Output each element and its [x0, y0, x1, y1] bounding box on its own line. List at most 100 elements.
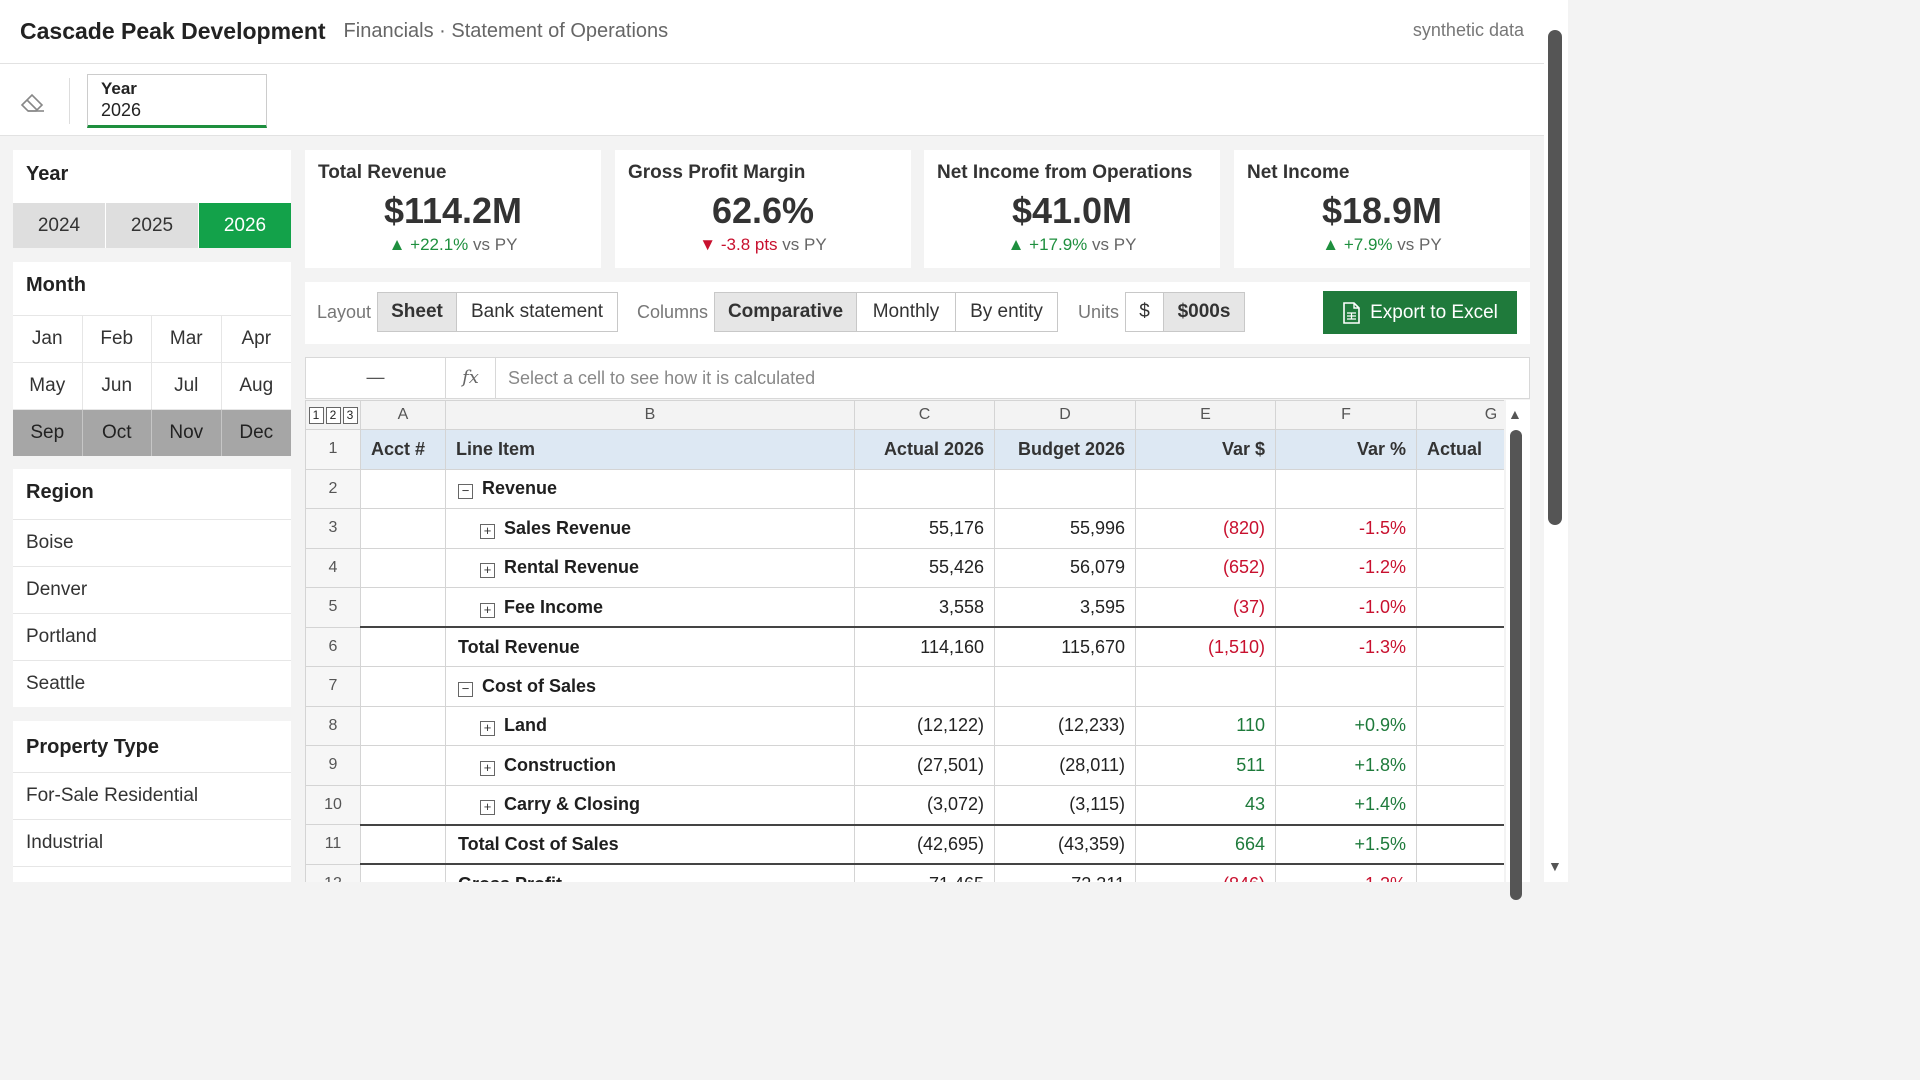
column-letter-d[interactable]: D — [994, 400, 1136, 430]
header-var-percent[interactable]: Var % — [1275, 429, 1417, 470]
var-percent-cell[interactable] — [1275, 468, 1417, 509]
export-to-excel-button[interactable]: Export to Excel — [1323, 291, 1517, 334]
column-letter-f[interactable]: F — [1275, 400, 1417, 430]
acct-cell[interactable] — [360, 863, 446, 882]
expand-icon[interactable]: + — [480, 523, 495, 539]
actual-prior-cell[interactable]: (31 — [1416, 823, 1504, 865]
var-dollars-cell[interactable]: (820) — [1135, 508, 1276, 549]
collapse-icon[interactable]: − — [458, 681, 473, 697]
line-item-cell[interactable]: + Sales Revenue — [445, 508, 855, 549]
header-actual-2026[interactable]: Actual 2026 — [854, 429, 995, 470]
region-item-portland[interactable]: Portland — [13, 613, 291, 660]
actual-prior-cell[interactable] — [1416, 468, 1504, 509]
header-line-item[interactable]: Line Item — [445, 429, 855, 470]
layout-sheet-button[interactable]: Sheet — [377, 292, 457, 332]
var-dollars-cell[interactable]: (846) — [1135, 863, 1276, 882]
acct-cell[interactable] — [360, 745, 446, 786]
acct-cell[interactable] — [360, 784, 446, 825]
layout-bank-statement-button[interactable]: Bank statement — [456, 292, 618, 332]
actual-prior-cell[interactable]: (20 — [1416, 745, 1504, 786]
actual-prior-cell[interactable]: 47 — [1416, 547, 1504, 588]
actual-2026-cell[interactable]: 3,558 — [854, 587, 995, 628]
budget-2026-cell[interactable]: (28,011) — [994, 745, 1136, 786]
var-percent-cell[interactable]: +1.5% — [1275, 823, 1417, 865]
month-jan[interactable]: Jan — [13, 315, 83, 362]
header-budget-2026[interactable]: Budget 2026 — [994, 429, 1136, 470]
year-filter-chip[interactable]: Year 2026 — [87, 74, 267, 128]
outline-level-3-button[interactable]: 3 — [342, 407, 358, 424]
var-dollars-cell[interactable]: 43 — [1135, 784, 1276, 825]
var-dollars-cell[interactable]: 664 — [1135, 823, 1276, 865]
year-option-2024[interactable]: 2024 — [13, 203, 105, 248]
actual-2026-cell[interactable]: 55,426 — [854, 547, 995, 588]
columns-monthly-button[interactable]: Monthly — [856, 292, 956, 332]
acct-cell[interactable] — [360, 626, 446, 667]
line-item-cell[interactable]: + Fee Income — [445, 587, 855, 628]
budget-2026-cell[interactable] — [994, 666, 1136, 707]
line-item-cell[interactable]: + Carry & Closing — [445, 784, 855, 825]
var-percent-cell[interactable]: -1.5% — [1275, 508, 1417, 549]
column-letter-g[interactable]: G — [1416, 400, 1504, 430]
actual-prior-cell[interactable]: 43 — [1416, 508, 1504, 549]
budget-2026-cell[interactable]: 72,311 — [994, 863, 1136, 882]
line-item-cell[interactable]: − Cost of Sales — [445, 666, 855, 707]
name-box[interactable]: — — [306, 358, 446, 398]
var-dollars-cell[interactable] — [1135, 468, 1276, 509]
grid-vertical-scrollbar[interactable]: ▲ — [1506, 400, 1530, 900]
actual-2026-cell[interactable] — [854, 468, 995, 509]
line-item-cell[interactable]: Total Revenue — [445, 626, 855, 667]
acct-cell[interactable] — [360, 547, 446, 588]
region-item-seattle[interactable]: Seattle — [13, 660, 291, 707]
scroll-up-arrow-icon[interactable]: ▲ — [1508, 406, 1522, 422]
expand-icon[interactable]: + — [480, 602, 495, 618]
region-item-denver[interactable]: Denver — [13, 566, 291, 613]
column-letter-b[interactable]: B — [445, 400, 855, 430]
var-dollars-cell[interactable]: (1,510) — [1135, 626, 1276, 667]
var-dollars-cell[interactable]: 110 — [1135, 705, 1276, 746]
budget-2026-cell[interactable]: 56,079 — [994, 547, 1136, 588]
month-jul[interactable]: Jul — [152, 362, 222, 409]
eraser-icon[interactable] — [18, 86, 48, 116]
acct-cell[interactable] — [360, 468, 446, 509]
column-letter-c[interactable]: C — [854, 400, 995, 430]
month-sep[interactable]: Sep — [13, 409, 83, 456]
expand-icon[interactable]: + — [480, 760, 495, 776]
month-may[interactable]: May — [13, 362, 83, 409]
month-apr[interactable]: Apr — [221, 315, 291, 362]
header-var-dollars[interactable]: Var $ — [1135, 429, 1276, 470]
scrollbar-thumb[interactable] — [1548, 30, 1562, 525]
month-nov[interactable]: Nov — [152, 409, 222, 456]
line-item-cell[interactable]: + Rental Revenue — [445, 547, 855, 588]
header-actual[interactable]: Actual — [1416, 429, 1504, 470]
header-acct[interactable]: Acct # — [360, 429, 446, 470]
outline-level-1-button[interactable]: 1 — [308, 407, 324, 424]
year-option-2026[interactable]: 2026 — [199, 203, 291, 248]
line-item-cell[interactable]: + Construction — [445, 745, 855, 786]
actual-prior-cell[interactable]: 61 — [1416, 863, 1504, 882]
line-item-cell[interactable]: Gross Profit — [445, 863, 855, 882]
units-thousands-button[interactable]: $000s — [1163, 292, 1245, 332]
line-item-cell[interactable]: Total Cost of Sales — [445, 823, 855, 865]
var-percent-cell[interactable]: +1.4% — [1275, 784, 1417, 825]
var-percent-cell[interactable]: -1.3% — [1275, 626, 1417, 667]
property-type-item-industrial[interactable]: Industrial — [13, 819, 291, 866]
month-mar[interactable]: Mar — [152, 315, 222, 362]
budget-2026-cell[interactable]: (43,359) — [994, 823, 1136, 865]
month-dec[interactable]: Dec — [221, 409, 291, 456]
page-vertical-scrollbar[interactable]: ▼ — [1544, 0, 1568, 882]
acct-cell[interactable] — [360, 823, 446, 865]
actual-2026-cell[interactable]: 114,160 — [854, 626, 995, 667]
property-type-item-more[interactable] — [13, 866, 291, 913]
columns-by-entity-button[interactable]: By entity — [955, 292, 1058, 332]
actual-2026-cell[interactable]: (42,695) — [854, 823, 995, 865]
scroll-down-arrow-icon[interactable]: ▼ — [1548, 858, 1562, 874]
actual-prior-cell[interactable]: 3 — [1416, 587, 1504, 628]
var-percent-cell[interactable]: +0.9% — [1275, 705, 1417, 746]
var-percent-cell[interactable]: -1.2% — [1275, 863, 1417, 882]
actual-2026-cell[interactable]: 71,465 — [854, 863, 995, 882]
line-item-cell[interactable]: + Land — [445, 705, 855, 746]
var-dollars-cell[interactable]: (37) — [1135, 587, 1276, 628]
actual-2026-cell[interactable]: (3,072) — [854, 784, 995, 825]
var-percent-cell[interactable]: -1.0% — [1275, 587, 1417, 628]
var-percent-cell[interactable] — [1275, 666, 1417, 707]
